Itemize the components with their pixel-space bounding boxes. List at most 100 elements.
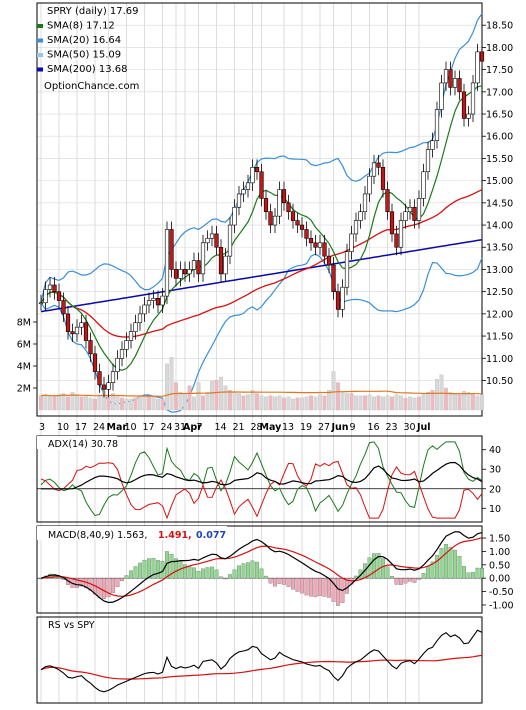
date-tick-label: 10 bbox=[125, 422, 137, 433]
date-tick-label: 7 bbox=[197, 422, 203, 433]
volume-bar bbox=[52, 395, 57, 411]
candle-body bbox=[416, 198, 422, 221]
macd-histogram-bar bbox=[223, 578, 228, 580]
candle-body bbox=[385, 189, 390, 213]
candle-body bbox=[205, 238, 210, 244]
candle-body bbox=[133, 322, 138, 332]
volume-bar bbox=[210, 381, 214, 411]
candle-body bbox=[479, 51, 485, 62]
date-tick-label: 24 bbox=[161, 422, 173, 433]
macd-histogram-bar bbox=[259, 568, 264, 579]
candle-body bbox=[344, 251, 350, 288]
volume-bar bbox=[201, 395, 205, 411]
volume-bar bbox=[309, 395, 313, 411]
macd-histogram-bar bbox=[448, 547, 453, 579]
macd-histogram-bar bbox=[439, 548, 444, 579]
plus-di-line bbox=[40, 441, 483, 517]
macd-histogram-value: 0.077 bbox=[196, 530, 226, 541]
volume-bar bbox=[250, 390, 255, 411]
candle-body bbox=[83, 322, 89, 341]
candle-body bbox=[236, 193, 242, 208]
volume-bar bbox=[43, 394, 48, 411]
candle-body bbox=[227, 224, 233, 257]
candle-body bbox=[218, 246, 224, 275]
macd-histogram-bar bbox=[210, 566, 214, 579]
candle-body bbox=[448, 69, 453, 88]
macd-histogram-bar bbox=[331, 578, 336, 602]
date-tick-label: 28 bbox=[251, 422, 263, 433]
candle-body bbox=[295, 220, 300, 226]
date-tick-label: 30 bbox=[404, 422, 416, 433]
volume-bar bbox=[439, 374, 444, 411]
macd-histogram-bar bbox=[327, 578, 331, 598]
candle-body bbox=[290, 211, 296, 221]
volume-bar bbox=[358, 395, 363, 411]
candle-body bbox=[160, 295, 165, 306]
date-tick-label: 13 bbox=[282, 422, 294, 433]
volume-bar bbox=[412, 397, 417, 411]
macd-histogram-bar bbox=[421, 573, 426, 579]
adx-line bbox=[41, 461, 483, 490]
candle-body bbox=[173, 269, 179, 279]
volume-bar bbox=[444, 387, 448, 411]
macd-histogram-bar bbox=[183, 564, 187, 579]
candle-body bbox=[362, 193, 368, 213]
candle-body bbox=[128, 331, 134, 341]
price-tick-label: 12.00 bbox=[486, 309, 513, 320]
volume-bar bbox=[66, 396, 70, 411]
macd-histogram-bar bbox=[174, 558, 178, 579]
macd-histogram-bar bbox=[196, 571, 201, 579]
candle-body bbox=[277, 189, 282, 217]
macd-histogram-bar bbox=[390, 576, 394, 579]
chart-title: SPRY (daily) 17.69 bbox=[47, 6, 139, 17]
candle-body bbox=[317, 242, 323, 248]
price-tick-label: 11.50 bbox=[486, 332, 513, 343]
volume-bar bbox=[399, 395, 403, 411]
volume-bar bbox=[178, 392, 183, 411]
macd-histogram-bar bbox=[214, 569, 219, 579]
adx-axis-ticks: 40 30 20 10 bbox=[482, 445, 501, 515]
macd-axis-ticks: 1.50 1.00 0.50 0.00 -0.50 -1.00 bbox=[482, 534, 514, 611]
volume-bar bbox=[61, 393, 66, 411]
adx-lines bbox=[37, 441, 483, 520]
macd-tick-label: 1.50 bbox=[489, 534, 510, 545]
volume-bar bbox=[421, 394, 426, 411]
volume-bar bbox=[282, 397, 286, 411]
macd-histogram-bar bbox=[286, 578, 291, 587]
candle-body bbox=[470, 82, 476, 115]
price-tick-label: 18.00 bbox=[486, 43, 513, 54]
adx-title-bg bbox=[37, 436, 117, 449]
candle-body bbox=[349, 233, 354, 252]
candle-body bbox=[187, 269, 192, 275]
volume-bar bbox=[151, 396, 156, 411]
macd-title-bg bbox=[37, 526, 227, 540]
candle-body bbox=[304, 229, 309, 239]
macd-histogram-bar bbox=[79, 578, 84, 587]
macd-histogram-bar bbox=[376, 553, 381, 579]
volume-bar bbox=[354, 395, 358, 411]
price-tick-label: 13.00 bbox=[486, 265, 513, 276]
candle-body bbox=[169, 229, 174, 270]
volume-bar bbox=[273, 396, 277, 411]
candle-body bbox=[281, 189, 287, 204]
volume-bar bbox=[435, 379, 439, 411]
date-tick-label: May bbox=[260, 422, 283, 433]
candle-body bbox=[245, 182, 251, 190]
candle-body bbox=[155, 298, 161, 306]
macd-histogram-bar bbox=[151, 558, 156, 579]
macd-histogram-bar bbox=[142, 559, 147, 579]
volume-bar bbox=[430, 390, 435, 411]
volume-bar bbox=[169, 357, 174, 411]
macd-histogram-bar bbox=[394, 578, 399, 585]
candle-body bbox=[322, 242, 327, 257]
candle-body bbox=[178, 269, 183, 279]
date-tick-label: 19 bbox=[300, 422, 312, 433]
candle-body bbox=[106, 382, 111, 390]
candle-body bbox=[223, 255, 228, 275]
adx-tick-label: 20 bbox=[489, 484, 501, 495]
rs-average-line bbox=[40, 654, 483, 680]
candle-body bbox=[209, 233, 215, 239]
volume-tick-label: 2M bbox=[17, 384, 31, 395]
